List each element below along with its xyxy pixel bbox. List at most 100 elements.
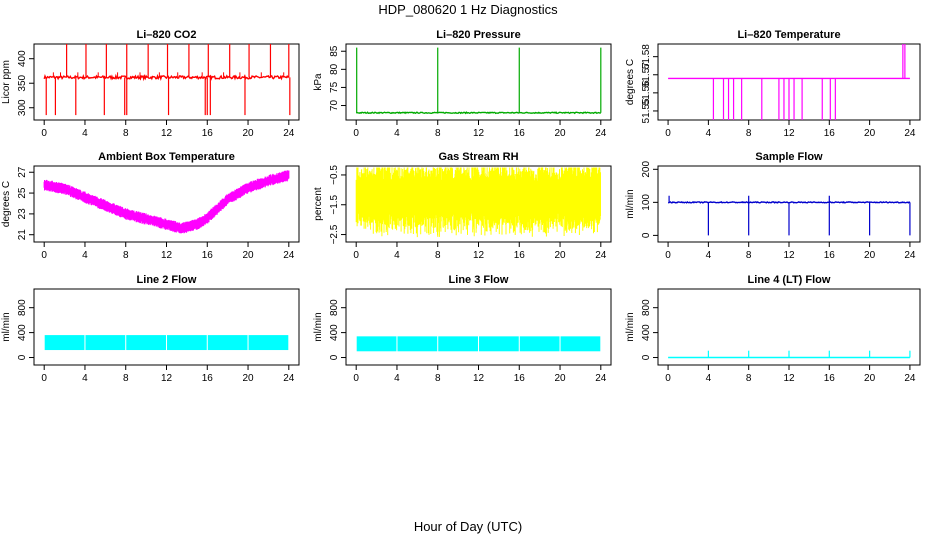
series [668,350,911,359]
x-tick-label: 12 [161,250,173,261]
y-axis-label: ml/min [625,189,636,218]
rh-noise [355,167,601,238]
x-tick-label: 12 [161,373,173,384]
y-axis-label: ml/min [313,312,324,341]
x-tick-label: 24 [595,128,607,139]
y-axis-label: kPa [313,73,324,91]
flow-band [167,335,207,351]
y-tick-label: 400 [641,324,652,341]
x-tick-label: 24 [283,128,295,139]
plot-frame [345,43,612,121]
series [356,336,601,352]
y-tick-label: 800 [641,299,652,316]
y-tick-label: 75 [329,81,340,93]
x-tick-label: 24 [904,128,916,139]
panel-4: Ambient Box Temperature degrees C 0 4 8 12 16 2… [1,151,300,261]
x-tick-label: 20 [554,250,566,261]
y-axis-label: ml/min [625,312,636,341]
series [43,44,291,116]
x-tick-label: 4 [706,250,712,261]
x-tick-label: 8 [435,250,441,261]
x-tick-label: 4 [82,250,88,261]
x-tick-label: 24 [595,373,607,384]
panel-9: Line 4 (LT) Flow ml/min 0 4 8 12 16 20 24 0 400 800 [625,274,921,384]
panel-title: Ambient Box Temperature [98,151,235,163]
panel-2: Li–820 Pressure kPa 0 4 8 12 16 20 24 70 75 80 85 [313,29,612,139]
y-tick-label: 27 [17,166,28,178]
figure-title: HDP_080620 1 Hz Diagnostics [378,2,558,17]
x-tick-label: 12 [783,128,795,139]
y-tick-label: 0 [17,354,28,360]
x-tick-label: 8 [746,250,752,261]
panel-title: Gas Stream RH [438,151,518,163]
x-tick-label: 12 [473,250,485,261]
y-tick-label: 21 [17,229,28,241]
x-tick-label: 24 [283,250,295,261]
panel-title: Li–820 CO2 [137,29,197,41]
x-tick-label: 0 [665,373,671,384]
y-tick-label: 25 [17,187,28,199]
flow-band [85,335,126,351]
plot-frame [345,288,612,366]
x-tick-label: 0 [353,373,359,384]
y-tick-label: 51.58 [641,44,652,69]
x-tick-label: 8 [123,373,129,384]
x-tick-label: 8 [123,128,129,139]
y-tick-label: 70 [329,100,340,112]
x-tick-label: 0 [353,128,359,139]
x-tick-label: 20 [242,250,254,261]
panel-8: Line 3 Flow ml/min 0 4 8 12 16 20 24 0 400 800 [313,274,612,384]
x-tick-label: 12 [161,128,173,139]
x-tick-label: 16 [824,373,836,384]
panel-6: Sample Flow ml/min 0 4 8 12 16 20 24 0 100 200 [625,151,921,261]
x-tick-label: 8 [746,128,752,139]
series [355,47,602,115]
y-tick-label: 51.57 [641,62,652,87]
x-tick-label: 12 [783,373,795,384]
panel-5: Gas Stream RH percent 0 4 8 12 16 20 24 −2.5 −1.5 −… [313,151,612,261]
x-tick-label: 8 [435,128,441,139]
y-tick-label: −1.5 [329,194,340,214]
x-tick-label: 8 [435,373,441,384]
x-tick-label: 0 [41,128,47,139]
x-tick-label: 12 [783,250,795,261]
flow-band [438,336,478,352]
series [355,167,601,238]
series [43,170,290,234]
y-tick-label: 0 [329,354,340,360]
x-tick-label: 20 [864,128,876,139]
y-tick-label: 800 [17,299,28,316]
x-tick-label: 16 [514,250,526,261]
plot-frame [33,43,300,121]
x-tick-label: 4 [394,128,400,139]
y-tick-label: 51.55 [641,98,652,123]
flow-band [397,336,438,352]
x-tick-label: 4 [394,373,400,384]
y-tick-label: 51.56 [641,80,652,105]
x-tick-label: 0 [665,250,671,261]
x-tick-label: 16 [824,250,836,261]
panel-1: Li–820 CO2 Licor ppm 0 4 8 12 16 20 24 300 350 400 [1,29,300,139]
x-tick-label: 16 [202,373,214,384]
y-tick-label: 400 [329,324,340,341]
series [668,195,911,236]
y-tick-label: 100 [641,194,652,211]
x-tick-label: 20 [864,250,876,261]
x-tick-label: 24 [595,250,607,261]
x-tick-label: 0 [665,128,671,139]
x-tick-label: 0 [41,373,47,384]
panel-title: Line 2 Flow [137,274,197,286]
y-tick-label: 200 [641,161,652,178]
x-tick-label: 4 [706,128,712,139]
x-tick-label: 16 [202,128,214,139]
panel-7: Line 2 Flow ml/min 0 4 8 12 16 20 24 0 400 800 [1,274,300,384]
x-tick-label: 24 [904,373,916,384]
panel-title: Li–820 Temperature [737,29,840,41]
x-tick-label: 20 [554,128,566,139]
x-tick-label: 24 [904,250,916,261]
x-tick-label: 4 [394,250,400,261]
x-tick-label: 16 [202,250,214,261]
y-tick-label: 0 [641,232,652,238]
panel-title: Sample Flow [755,151,823,163]
